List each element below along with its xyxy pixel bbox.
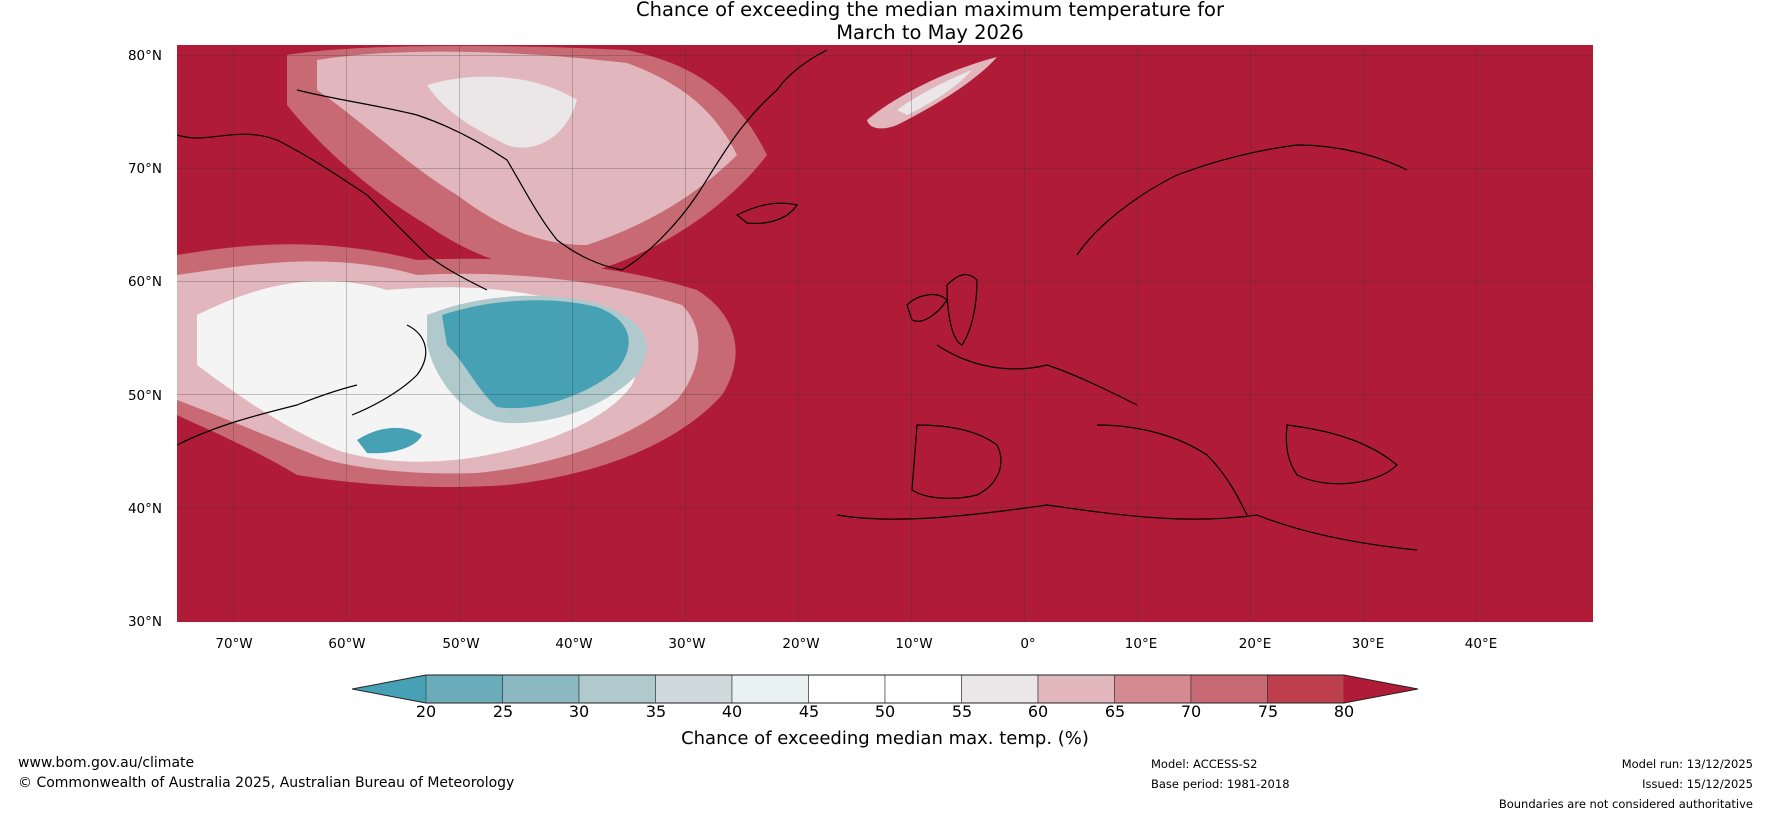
colorbar-tick-40: 40 (721, 702, 743, 721)
colorbar-segments (352, 674, 1418, 704)
colorbar-segment (1037, 674, 1115, 704)
footer-model: Model: ACCESS-S2 (1151, 757, 1258, 771)
colorbar-segment (808, 674, 886, 704)
colorbar-extend-low (352, 675, 426, 703)
title-line-2: March to May 2026 (836, 21, 1024, 44)
colorbar-segment (502, 674, 580, 704)
title-line-1: Chance of exceeding the median maximum t… (635, 0, 1225, 21)
colorbar-tick-80: 80 (1333, 702, 1355, 721)
lon-label-40e: 40°E (1464, 636, 1498, 652)
lon-label-30e: 30°E (1351, 636, 1385, 652)
lon-label-30w: 30°W (668, 636, 706, 652)
coastlines (177, 49, 1418, 551)
lat-label-30n: 30°N (127, 614, 162, 630)
colorbar-segment (1190, 674, 1268, 704)
colorbar-segment (961, 674, 1039, 704)
colorbar-tick-20: 20 (415, 702, 437, 721)
lat-label-60n: 60°N (127, 274, 162, 290)
greenland-anomaly-pink (317, 51, 737, 245)
footer-disclaimer: Boundaries are not considered authoritat… (1498, 797, 1753, 811)
colorbar-segment (1114, 674, 1192, 704)
colorbar-tick-50: 50 (874, 702, 896, 721)
lat-label-50n: 50°N (127, 388, 162, 404)
graticule (177, 45, 1593, 622)
lat-label-80n: 80°N (127, 48, 162, 64)
lat-label-40n: 40°N (127, 501, 162, 517)
footer-issued: Issued: 15/12/2025 (1642, 777, 1753, 791)
footer-model-run: Model run: 13/12/2025 (1621, 757, 1753, 771)
greenland-anomaly-light (427, 76, 577, 148)
lon-label-50w: 50°W (442, 636, 480, 652)
lon-label-40w: 40°W (555, 636, 593, 652)
colorbar-tick-45: 45 (798, 702, 820, 721)
map-title: Chance of exceeding the median maximum t… (0, 0, 1770, 44)
colorbar-tick-60: 60 (1027, 702, 1049, 721)
colorbar-tick-35: 35 (645, 702, 667, 721)
colorbar (352, 674, 1418, 704)
colorbar-segment (731, 674, 809, 704)
lon-label-60w: 60°W (328, 636, 366, 652)
colorbar-segment (1267, 674, 1345, 704)
colorbar-outline (352, 674, 1418, 704)
lon-label-20e: 20°E (1238, 636, 1272, 652)
colorbar-tick-55: 55 (951, 702, 973, 721)
colorbar-tick-30: 30 (568, 702, 590, 721)
colorbar-tick-25: 25 (492, 702, 514, 721)
atlantic-anomaly-teal-south (357, 427, 422, 454)
colorbar-tick-70: 70 (1180, 702, 1202, 721)
atlantic-anomaly-teal (442, 300, 629, 409)
arctic-streak-core (897, 70, 972, 115)
colorbar-segment (425, 674, 503, 704)
colorbar-segment (578, 674, 656, 704)
lon-label-20w: 20°W (782, 636, 820, 652)
footer-website: www.bom.gov.au/climate (18, 755, 195, 771)
colorbar-label: Chance of exceeding median max. temp. (%… (681, 728, 1089, 749)
footer-base-period: Base period: 1981-2018 (1151, 777, 1290, 791)
lon-label-70w: 70°W (215, 636, 253, 652)
lon-label-10e: 10°E (1124, 636, 1158, 652)
map-area[interactable] (177, 45, 1593, 622)
colorbar-segment (655, 674, 733, 704)
colorbar-extend-high (1344, 675, 1418, 703)
colorbar-tick-65: 65 (1104, 702, 1126, 721)
footer-copyright: © Commonwealth of Australia 2025, Austra… (18, 775, 515, 791)
map-svg (177, 45, 1593, 622)
lon-label-10w: 10°W (895, 636, 933, 652)
lon-label-0: 0° (1020, 636, 1036, 652)
colorbar-segment (884, 674, 962, 704)
lat-label-70n: 70°N (127, 161, 162, 177)
colorbar-tick-75: 75 (1257, 702, 1279, 721)
